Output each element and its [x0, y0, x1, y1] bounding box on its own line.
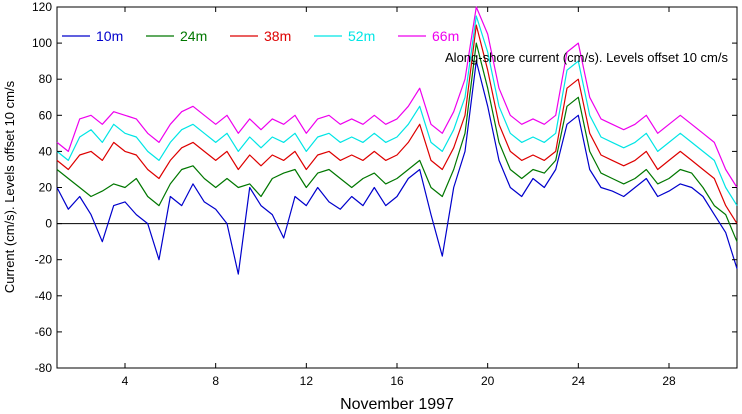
legend: 10m 24m 38m 52m 66m [62, 28, 459, 44]
y-tick-label: 120 [32, 0, 52, 14]
ticks-layer: -80 -60 -40 -20 0 20 40 60 80 100 120 4 8 12 16 20 24 28 [32, 0, 737, 388]
series-line-24m [56, 42, 738, 242]
x-axis-label: November 1997 [340, 396, 454, 413]
y-tick-label: -80 [35, 361, 53, 375]
y-tick-label: 80 [39, 72, 53, 86]
y-tick-label: -40 [35, 289, 53, 303]
x-tick-label: 12 [300, 374, 314, 388]
series-layer [56, 6, 738, 275]
y-tick-label: 40 [39, 144, 53, 158]
y-tick-label: -20 [35, 253, 53, 267]
x-tick-label: 24 [572, 374, 586, 388]
legend-label-10m: 10m [96, 28, 123, 44]
x-tick-label: 16 [390, 374, 404, 388]
legend-label-66m: 66m [432, 28, 459, 44]
x-tick-label: 4 [122, 374, 129, 388]
x-tick-label: 28 [662, 374, 676, 388]
legend-label-24m: 24m [180, 28, 207, 44]
legend-label-38m: 38m [264, 28, 291, 44]
y-axis-label: Current (cm/s). Levels offset 10 cm/s [2, 80, 17, 293]
y-tick-label: 20 [39, 181, 53, 195]
x-tick-label: 8 [212, 374, 219, 388]
series-line-10m [56, 60, 738, 275]
y-tick-label: 100 [32, 36, 52, 50]
x-tick-label: 20 [481, 374, 495, 388]
series-line-52m [56, 15, 738, 206]
y-tick-label: -60 [35, 325, 53, 339]
y-tick-label: 60 [39, 108, 53, 122]
y-tick-label: 0 [45, 217, 52, 231]
legend-label-52m: 52m [348, 28, 375, 44]
chart-title: Along-shore current (cm/s). Levels offse… [445, 50, 728, 65]
series-line-66m [56, 6, 738, 188]
series-line-38m [56, 24, 738, 224]
